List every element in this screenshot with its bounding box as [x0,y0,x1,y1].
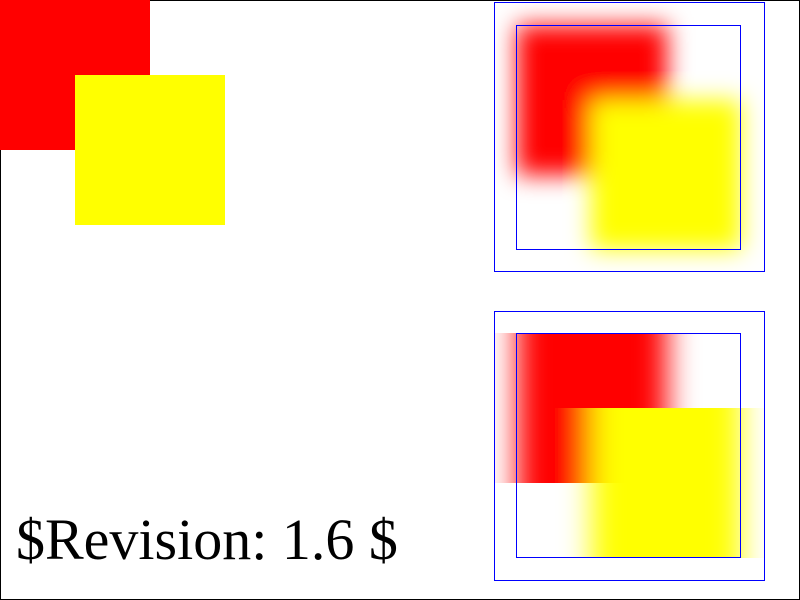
filter-region-outline-top [494,2,765,272]
blurred-squares-uniform [517,25,741,250]
blurred-yellow-square [591,100,741,250]
filter-region-outline-bottom [494,311,765,581]
blurred-squares-horizontal [517,333,741,558]
hblurred-yellow-square [591,408,741,558]
yellow-square [75,75,225,225]
revision-label: $Revision: 1.6 $ [16,507,398,572]
source-bounds-outline-top [516,25,741,250]
reference-squares [0,0,225,225]
source-bounds-outline-bottom [516,333,741,558]
